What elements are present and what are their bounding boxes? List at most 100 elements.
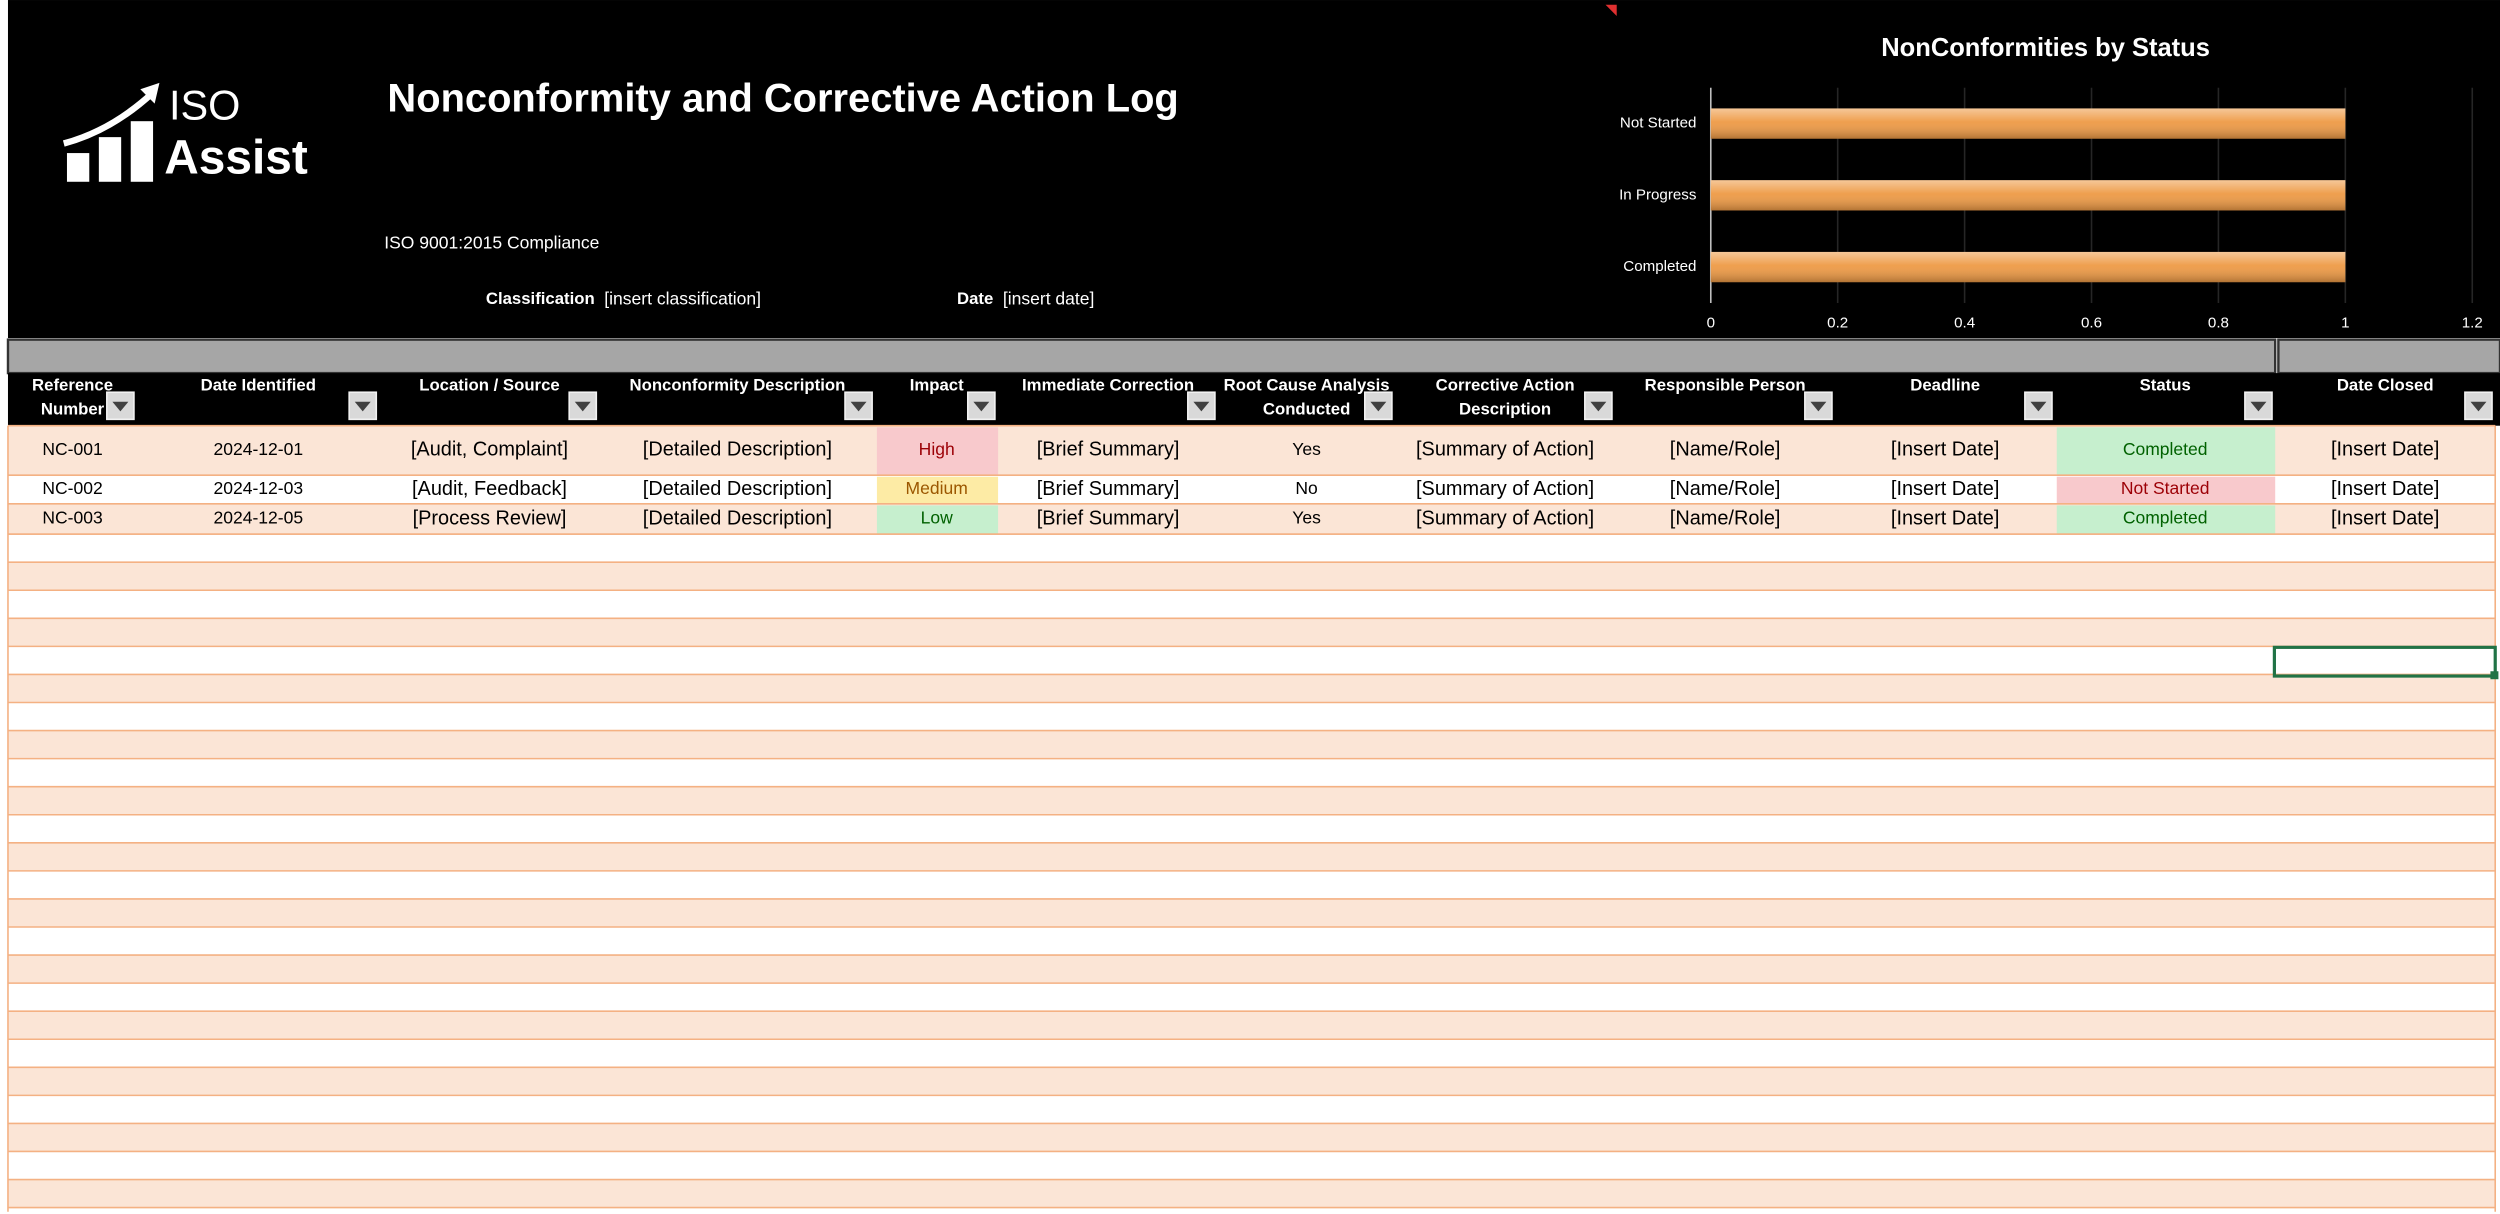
logo-bar — [66, 153, 90, 182]
filter-arrow — [2250, 401, 2267, 412]
separator — [6, 338, 2277, 375]
empty-row — [7, 1123, 2496, 1152]
cell: [Detailed Description] — [643, 478, 832, 500]
cell: NC-002 — [42, 478, 102, 498]
bar-shine — [1710, 251, 2346, 283]
x-tick-label: 0.4 — [1954, 315, 1975, 332]
header-box: Impact — [909, 376, 964, 396]
cell: NC-001 — [42, 439, 102, 459]
empty-row — [7, 674, 2496, 703]
header-box: Date Closed — [2336, 376, 2434, 396]
column-header: Root Cause Analysis Conducted — [1223, 376, 1390, 420]
cell: Not Started — [2121, 478, 2210, 498]
column-header: Immediate Correction — [1022, 376, 1195, 396]
y-tick-label: Completed — [1623, 258, 1696, 275]
cell: [Insert Date] — [1891, 507, 1999, 529]
cell: [Audit, Complaint] — [411, 439, 568, 461]
fill-handle — [2490, 671, 2499, 680]
header-box: Nonconformity Description — [629, 376, 846, 396]
empty-row — [7, 590, 2496, 619]
column-header: Date Identified — [200, 376, 316, 396]
table-header-row — [7, 373, 2500, 426]
column-header: Reference Number — [32, 376, 114, 420]
cell: [Insert Date] — [2331, 478, 2439, 500]
logo-bottom: Assist — [164, 132, 308, 185]
column-header: Nonconformity Description — [629, 376, 846, 396]
cell: [Name/Role] — [1670, 439, 1781, 461]
empty-row — [7, 814, 2496, 843]
cell-highlight — [876, 476, 999, 504]
empty-row — [7, 646, 2496, 675]
column-header: Date Closed — [2336, 376, 2434, 396]
empty-row — [7, 983, 2496, 1012]
header-box: Location / Source — [419, 376, 560, 396]
title-box: Nonconformity and Corrective Action Log — [387, 76, 1179, 122]
empty-row — [7, 730, 2496, 759]
subtitle: ISO 9001:2015 Compliance — [384, 233, 599, 253]
cell: [Summary of Action] — [1416, 439, 1594, 461]
y-tick-label: Not Started — [1620, 115, 1697, 132]
logo-bar — [130, 121, 154, 182]
filter-arrow — [850, 401, 867, 412]
column-header: Status — [2139, 376, 2191, 396]
cell: [Brief Summary] — [1037, 507, 1180, 529]
cell: 2024-12-03 — [213, 478, 303, 498]
logo-top: ISO — [169, 81, 240, 128]
x-tick-label: 1.2 — [2462, 315, 2483, 332]
column-header: Location / Source — [419, 376, 560, 396]
x-tick-label: 0.6 — [2081, 315, 2102, 332]
cell: [Audit, Feedback] — [412, 478, 567, 500]
header-box: Reference Number — [32, 376, 114, 420]
column-header: Responsible Person — [1644, 376, 1806, 396]
cell-highlight — [876, 505, 999, 535]
cell-highlight — [2056, 505, 2276, 535]
cell: No — [1295, 478, 1317, 498]
title: Nonconformity and Corrective Action Log — [387, 76, 1179, 122]
cell: High — [919, 439, 955, 459]
cell: [Insert Date] — [2331, 439, 2439, 461]
cell: [Brief Summary] — [1037, 478, 1180, 500]
filter-arrow — [574, 401, 591, 412]
column-header: Corrective Action Description — [1435, 376, 1575, 420]
logo-arrowhead — [140, 82, 160, 104]
bar-shine — [1710, 108, 2346, 139]
cell: Low — [921, 508, 953, 528]
filter-arrow — [1810, 401, 1827, 412]
empty-row — [7, 1095, 2496, 1124]
filter-arrow — [2030, 401, 2047, 412]
date-value: [insert date] — [1003, 288, 1095, 308]
separator — [2277, 338, 2500, 375]
empty-row — [7, 870, 2496, 899]
bar-shine — [1710, 180, 2346, 211]
cell: [Detailed Description] — [643, 439, 832, 461]
empty-row — [7, 534, 2496, 563]
empty-row — [7, 562, 2496, 591]
empty-row — [7, 926, 2496, 956]
comment-marker — [1605, 4, 1617, 16]
x-tick-label: 0.2 — [1827, 315, 1848, 332]
header-box: Deadline — [1910, 376, 1980, 395]
date-label: Date — [957, 289, 993, 308]
empty-row — [7, 618, 2496, 647]
cell: [Process Review] — [413, 507, 567, 529]
cell: Yes — [1292, 508, 1321, 528]
filter-arrow — [973, 401, 990, 412]
empty-row — [7, 842, 2496, 871]
cell: [Name/Role] — [1670, 478, 1781, 500]
empty-row — [7, 1179, 2496, 1208]
cell: NC-003 — [42, 508, 102, 528]
cell: [Insert Date] — [2331, 507, 2439, 529]
logo-bar — [98, 137, 122, 182]
empty-row — [7, 1039, 2496, 1068]
empty-row — [7, 786, 2496, 815]
cell: 2024-12-05 — [213, 508, 303, 528]
y-tick-label: In Progress — [1619, 186, 1697, 203]
column-header: Impact — [909, 376, 964, 396]
empty-row — [7, 702, 2496, 731]
empty-row — [7, 898, 2496, 927]
classification-value: [insert classification] — [604, 288, 761, 308]
empty-row — [7, 1011, 2496, 1040]
x-tick-label: 0.8 — [2208, 315, 2229, 332]
filter-arrow — [354, 401, 371, 412]
